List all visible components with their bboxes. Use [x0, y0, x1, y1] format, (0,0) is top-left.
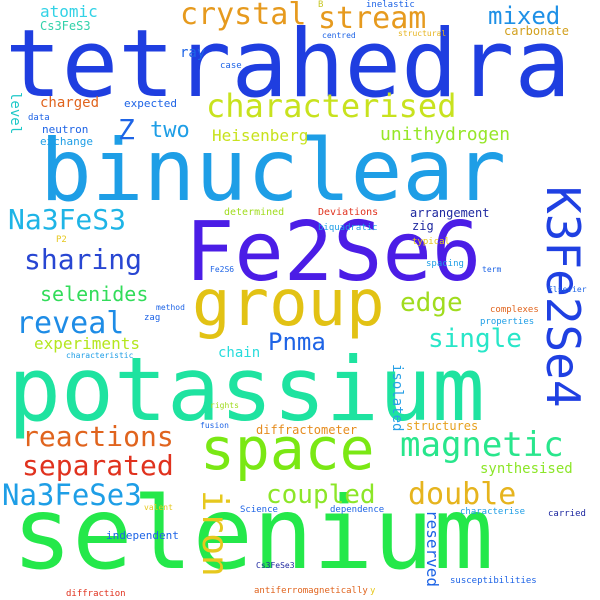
word-selenides: selenides — [40, 282, 149, 306]
word-data: data — [28, 113, 50, 123]
word-zig: zig — [412, 219, 434, 233]
word-complexes: complexes — [490, 305, 539, 315]
word-sharing: sharing — [24, 243, 143, 276]
word-ray: ray — [180, 45, 206, 61]
word-group: group — [192, 267, 385, 341]
word-double: double — [408, 477, 517, 512]
word-reveal: reveal — [16, 306, 125, 341]
word-structural: structural — [398, 29, 447, 38]
word-cs3fes3-top: Cs3FeS3 — [40, 19, 91, 33]
word-properties: properties — [480, 317, 535, 327]
word-exchange: exchange — [40, 135, 93, 148]
word-carbonate: carbonate — [504, 24, 570, 38]
word-pnma: Pnma — [268, 328, 326, 356]
word-synthesised: synthesised — [480, 461, 573, 477]
word-fe2se6: Fe2Se6 — [185, 205, 482, 300]
word-iron: iron — [194, 490, 235, 577]
word-na3fese3: Na3FeSe3 — [2, 478, 142, 512]
word-selenium: selenium — [12, 475, 494, 592]
word-diffraction: diffraction — [66, 589, 126, 599]
word-dependence: dependence — [330, 505, 385, 515]
word-deviations: Deviations — [318, 207, 379, 218]
word-science: Science — [240, 505, 278, 515]
word-centred: centred — [322, 31, 356, 40]
word-fe2s6: Fe2S6 — [210, 265, 235, 274]
word-rights: rights — [210, 401, 239, 410]
word-k3fe2se4: K3Fe2Se4 — [536, 186, 590, 408]
word-diffractometer: diffractometer — [256, 423, 358, 437]
word-coupled: coupled — [266, 480, 376, 510]
word-experiments: experiments — [34, 334, 140, 353]
word-valent: valent — [144, 503, 173, 512]
word-fusion: fusion — [200, 421, 229, 430]
word-spacing: spacing — [426, 259, 464, 269]
word-heisenberg: Heisenberg — [212, 126, 309, 145]
word-typical: typical — [412, 237, 450, 247]
word-elsevier: Elsevier — [548, 285, 587, 294]
word-carried: carried — [548, 509, 586, 519]
word-reserved: reserved — [423, 510, 442, 588]
word-z: Z — [118, 113, 135, 146]
word-edge: edge — [400, 288, 463, 318]
word-cs3fese3: Cs3FeSe3 — [256, 561, 295, 570]
word-b: B — [318, 0, 324, 10]
word-level: level — [7, 92, 23, 135]
word-space: space — [200, 415, 375, 483]
word-determined: determined — [224, 207, 285, 218]
word-atomic: atomic — [40, 2, 98, 21]
word-susceptibilities: susceptibilities — [450, 576, 537, 586]
word-reactions: reactions — [22, 420, 174, 453]
word-arrangement: arrangement — [410, 206, 490, 220]
word-term: term — [482, 265, 502, 274]
word-characterised: characterised — [206, 87, 457, 125]
word-na3fes3: Na3FeS3 — [8, 203, 127, 236]
word-mixed: mixed — [488, 2, 561, 30]
word-chain: chain — [218, 345, 261, 361]
word-charged: charged — [40, 95, 100, 111]
word-magnetic: magnetic — [400, 425, 564, 465]
word-structures: structures — [406, 419, 479, 433]
word-characteristic: characteristic — [66, 351, 134, 360]
word-case: case — [220, 61, 242, 71]
word-neutron: neutron — [42, 123, 89, 136]
word-p2: P2 — [56, 235, 67, 245]
word-separated: separated — [22, 449, 174, 482]
word-expected: expected — [124, 97, 177, 110]
word-potassium: potassium — [8, 338, 485, 441]
word-method: method — [156, 303, 185, 312]
word-independent: independent — [106, 529, 179, 542]
word-unithydrogen: unithydrogen — [380, 124, 511, 145]
word-isolated: isolated — [389, 364, 405, 432]
word-two: two — [150, 118, 190, 143]
word-single: single — [428, 324, 522, 354]
word-tetrahedra: tetrahedra — [5, 10, 571, 119]
word-y: y — [370, 586, 376, 596]
word-stream: stream — [318, 1, 427, 36]
word-inelastic: inelastic — [366, 0, 415, 10]
word-characterise: characterise — [460, 507, 526, 517]
word-biquadratic: biquadratic — [318, 223, 378, 233]
word-antiferromagnetically: antiferromagnetically — [254, 586, 368, 596]
word-binuclear: binuclear — [40, 121, 506, 221]
word-crystal: crystal — [180, 0, 307, 32]
word-zag: zag — [144, 313, 161, 323]
